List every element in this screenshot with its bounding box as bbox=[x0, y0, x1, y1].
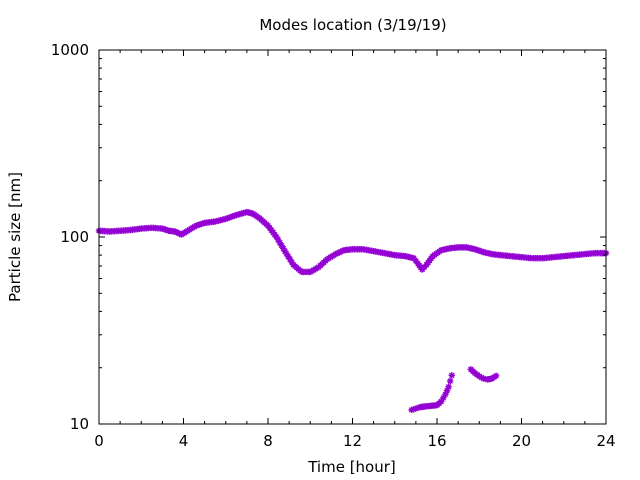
data-point bbox=[278, 242, 285, 249]
data-point bbox=[412, 257, 420, 265]
data-point bbox=[274, 236, 282, 244]
data-point bbox=[273, 233, 280, 241]
x-axis-label: Time [hour] bbox=[307, 458, 396, 476]
data-point bbox=[443, 387, 451, 394]
data-series-2 bbox=[408, 372, 455, 414]
x-tick-label: 4 bbox=[179, 432, 189, 450]
plot-area bbox=[95, 208, 610, 414]
data-point bbox=[410, 255, 417, 262]
data-point bbox=[285, 253, 292, 260]
data-point bbox=[447, 377, 454, 385]
data-point bbox=[492, 372, 500, 380]
axes: 0 4 8 12 16 20 24 10 100 1000 bbox=[51, 41, 616, 450]
y-tick-label: 10 bbox=[70, 415, 89, 433]
data-point bbox=[440, 394, 447, 402]
y-tick-label: 100 bbox=[60, 228, 89, 246]
x-tick-label: 12 bbox=[343, 432, 362, 450]
data-point bbox=[280, 245, 287, 252]
y-tick-label: 1000 bbox=[51, 41, 89, 59]
data-point bbox=[438, 398, 445, 405]
data-series-3 bbox=[467, 366, 500, 383]
data-point bbox=[283, 250, 290, 258]
plot-frame bbox=[98, 49, 607, 425]
x-tick-label: 24 bbox=[596, 432, 615, 450]
chart-title: Modes location (3/19/19) bbox=[259, 16, 446, 34]
data-point bbox=[445, 383, 452, 391]
data-point bbox=[442, 391, 449, 398]
x-tick-label: 0 bbox=[94, 432, 104, 450]
data-series-1 bbox=[95, 208, 610, 276]
data-point bbox=[281, 247, 289, 255]
y-axis-label: Particle size [nm] bbox=[6, 172, 24, 302]
data-point bbox=[448, 372, 455, 379]
data-point bbox=[286, 256, 294, 263]
x-tick-label: 16 bbox=[427, 432, 446, 450]
x-tick-label: 8 bbox=[263, 432, 273, 450]
data-point bbox=[288, 258, 295, 266]
x-tick-label: 20 bbox=[512, 432, 531, 450]
data-point bbox=[276, 239, 284, 246]
